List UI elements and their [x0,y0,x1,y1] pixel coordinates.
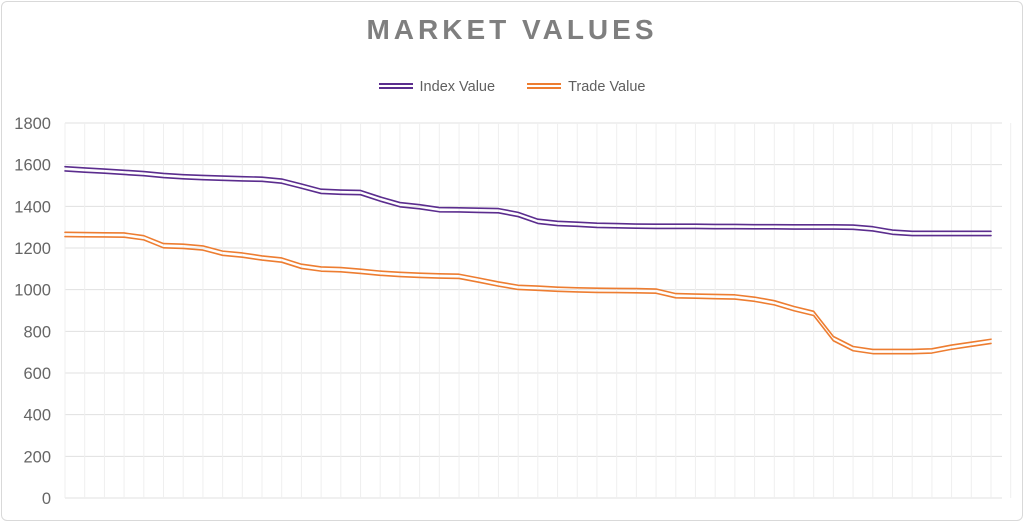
svg-text:1000: 1000 [14,282,51,300]
svg-text:600: 600 [23,365,51,383]
svg-text:200: 200 [23,448,51,466]
svg-text:1600: 1600 [14,157,51,175]
svg-text:400: 400 [23,407,51,425]
svg-text:1800: 1800 [14,115,51,133]
svg-text:0: 0 [42,490,51,508]
svg-text:800: 800 [23,323,51,341]
svg-text:1400: 1400 [14,198,51,216]
svg-text:1200: 1200 [14,240,51,258]
